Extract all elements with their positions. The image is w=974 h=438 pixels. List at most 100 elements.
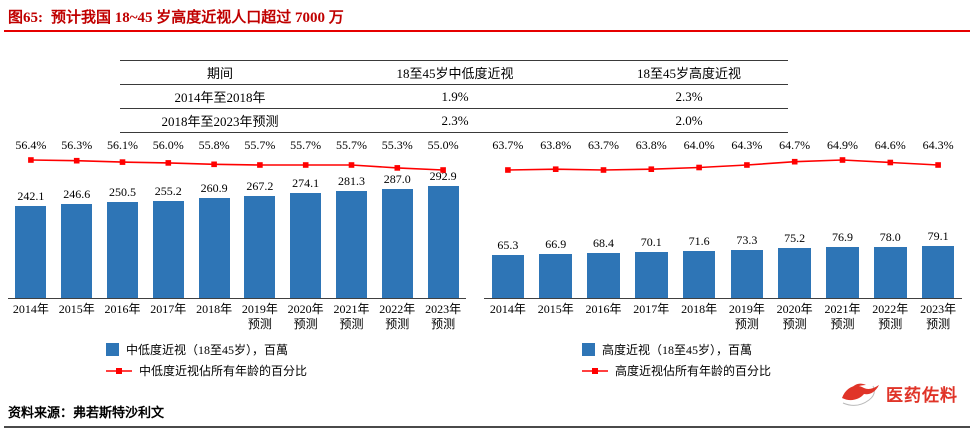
table-header-cell: 18至45岁中低度近视 [396,66,514,81]
bar-value-label: 65.3 [497,238,519,252]
bar [778,248,811,298]
bar-columns: 65.3 66.9 68.4 70.1 71.6 73.3 75.2 76.9 78.0 79.1 [484,154,962,298]
bar-value-label: 246.6 [63,186,91,201]
bar [61,203,93,298]
bar [874,246,907,298]
x-axis-label: 2021年 预测 [824,302,861,331]
bar-column: 267.2 [237,154,283,298]
line-value-label: 55.7% [244,138,276,152]
bar-value-label: 267.2 [246,179,274,193]
x-axis-label: 2016年 [585,302,622,316]
line-value-label: 55.3% [381,138,413,152]
line-value-label: 55.7% [335,138,367,152]
bar-column: 292.9 [420,154,466,298]
line-value-label: 56.0% [152,138,184,152]
table-cell: 2.3% [441,112,469,128]
legend-line-label: 中低度近视佔所有年龄的百分比 [139,364,308,378]
bar [921,245,955,298]
bar-column: 71.6 [675,154,723,298]
table-cell: 2018年至2023年预测 [161,114,279,129]
bar-value-label: 79.1 [927,228,949,243]
x-axis-row: 2014年 2015年 2016年 2017年 2018年 2019年 预测 2020年 预… [484,302,962,332]
charts-area: 56.4% 56.3% 56.1% 56.0% 55.8% 55.7% 55.7% 55.7%… [8,138,966,383]
bar [152,200,184,298]
line-value-label: 55.7% [290,138,322,152]
bar-column: 260.9 [191,154,237,298]
legend-bar-swatch [582,343,595,356]
bar-column: 75.2 [771,154,819,298]
bar-column: 78.0 [866,154,914,298]
plot-area: 65.3 66.9 68.4 70.1 71.6 73.3 75.2 76.9 78.0 79.1 [484,154,962,299]
bar [381,188,413,298]
legend-line-swatch [106,367,132,374]
line-value-label: 64.0% [683,138,715,152]
line-value-label: 64.6% [874,138,906,152]
figure-title-text: 预计我国 18~45 岁高度近视人口超过 7000 万 [51,10,344,26]
bar [290,193,322,298]
watermark-bird-icon [842,383,879,406]
line-values-row: 63.7% 63.8% 63.7% 63.8% 64.0% 64.3% 64.7% 64.9%… [484,138,962,154]
bar [335,190,368,298]
table-row: 2014年至2018年 1.9% 2.3% [120,84,788,109]
x-axis-label: 2014年 [489,302,526,316]
bar-columns: 242.1 246.6 250.5 255.2 260.9 267.2 274.1 281.3… [8,154,466,298]
bar-value-label: 75.2 [784,231,806,246]
watermark: 医药佐料 [840,378,958,408]
legend-line-marker [116,367,122,374]
table-cell: 2.0% [675,112,703,128]
bar-column: 79.1 [914,154,962,298]
legend-bar-label: 中低度近视（18至45岁），百萬 [126,343,289,357]
bar-column: 246.6 [54,154,100,298]
x-axis-label: 2016年 [104,302,141,316]
bar [491,255,525,298]
bar-value-label: 76.9 [831,230,853,245]
bar-column: 287.0 [374,154,420,298]
bar [635,251,668,298]
bar-column: 242.1 [8,154,54,298]
bar-column: 66.9 [532,154,580,298]
x-axis-label: 2017年 [150,302,187,316]
bar-value-label: 260.9 [200,181,228,196]
line-value-label: 64.3% [922,138,954,152]
line-value-label: 63.7% [492,138,524,152]
x-axis-label: 2019年 预测 [728,302,765,331]
x-axis-label: 2018年 [681,302,718,316]
line-value-label: 56.1% [106,138,138,152]
x-axis-label: 2017年 [633,302,670,316]
bar-column: 281.3 [329,154,375,298]
watermark-text: 医药佐料 [886,385,958,405]
bar-value-label: 66.9 [545,236,567,251]
x-axis-label: 2022年 预测 [872,302,909,331]
line-value-label: 64.3% [731,138,763,152]
x-axis-label: 2015年 [58,302,95,316]
bar-column: 65.3 [484,154,532,298]
legend: 高度近视（18至45岁），百萬 高度近视佔所有年龄的百分比 [582,341,962,379]
x-axis-label: 2014年 [12,302,49,316]
bar-column: 73.3 [723,154,771,298]
legend-item-bars: 高度近视（18至45岁），百萬 [582,341,962,358]
source-line: 资料来源：弗若斯特沙利文 [8,402,164,421]
summary-table: 期间 18至45岁中低度近视 18至45岁高度近视 2014年至2018年 1.… [120,60,788,133]
bar [587,252,620,298]
bar [244,196,276,298]
legend-bar-swatch [106,343,119,356]
table-row: 2018年至2023年预测 2.3% 2.0% [120,108,788,133]
chart-high-myopia: 63.7% 63.8% 63.7% 63.8% 64.0% 64.3% 64.7% 64.9%… [484,138,962,383]
bar-value-label: 274.1 [292,176,320,191]
bar [427,186,459,298]
x-axis-label: 2021年 预测 [333,302,370,331]
line-values-row: 56.4% 56.3% 56.1% 56.0% 55.8% 55.7% 55.7% 55.7%… [8,138,466,154]
table-cell: 2.3% [675,88,703,104]
legend-item-bars: 中低度近视（18至45岁），百萬 [106,341,466,358]
x-axis-label: 2020年 预测 [776,302,813,331]
line-value-label: 55.8% [198,138,230,152]
legend-bar-label: 高度近视（18至45岁），百萬 [602,343,753,357]
bar-column: 76.9 [819,154,867,298]
bar [539,253,572,298]
bar [826,247,859,298]
line-value-label: 55.0% [427,138,459,152]
bar-value-label: 242.1 [17,188,45,203]
table-header-cell: 期间 [206,66,233,81]
legend-line-label: 高度近视佔所有年龄的百分比 [615,364,772,378]
legend: 中低度近视（18至45岁），百萬 中低度近视佔所有年龄的百分比 [106,341,466,379]
